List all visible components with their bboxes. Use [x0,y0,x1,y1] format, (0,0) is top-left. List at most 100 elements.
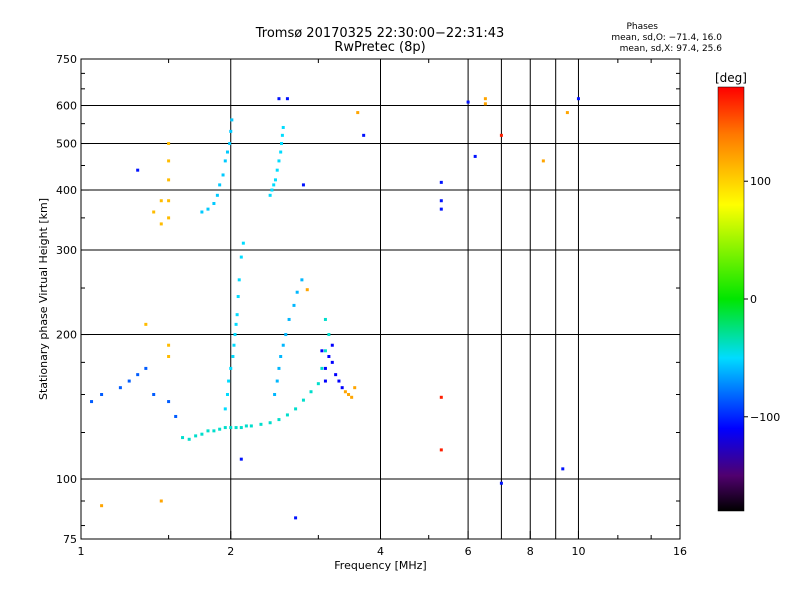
data-point [268,193,272,197]
data-point [212,201,216,205]
data-point [565,111,569,115]
data-point [327,354,331,358]
data-point [499,133,503,137]
data-point [174,414,178,418]
data-point [362,133,366,137]
y-tick-label: 200 [56,329,77,342]
data-point [439,395,443,399]
data-point [272,183,276,187]
data-point [223,407,227,411]
data-point [259,422,263,426]
data-point [347,393,351,397]
data-point [167,354,171,358]
data-point [541,159,545,163]
data-point [239,255,243,259]
data-point [350,395,354,399]
data-point [239,426,243,430]
data-point [320,349,324,353]
data-point [323,379,327,383]
data-point [229,426,233,430]
data-point [90,400,94,404]
data-point [236,295,240,299]
data-point [294,516,298,520]
data-point [301,398,305,402]
data-point [576,97,580,101]
data-point [340,386,344,390]
data-point [218,183,222,187]
y-axis-label: Stationary phase Virtual Height [km] [37,198,50,400]
data-point [439,207,443,211]
data-point [285,413,289,417]
data-point [233,333,237,337]
data-point [159,499,163,503]
data-point [281,343,285,347]
y-tick-label: 75 [63,533,77,546]
data-point [277,366,281,370]
data-point [483,97,487,101]
phases-mean-x: mean, sd,X: 97.4, 25.6 [619,44,722,54]
data-point [280,133,284,137]
data-point [229,366,233,370]
data-point [439,199,443,203]
data-point [136,168,140,172]
x-axis-label: Frequency [MHz] [334,559,426,572]
x-tick-label: 2 [227,545,234,558]
data-point [234,322,238,326]
colorbar-tick-label: 100 [750,175,771,188]
data-point [100,393,104,397]
data-point [279,354,283,358]
data-point [323,317,327,321]
data-point [327,333,331,337]
phases-mean-o: mean, sd,O: −71.4, 16.0 [611,33,722,43]
data-point [239,457,243,461]
data-point [241,241,245,245]
data-point [235,313,239,317]
data-point [277,418,281,422]
data-point [285,97,289,101]
data-point [499,481,503,485]
data-point [483,102,487,106]
data-point [356,111,360,115]
x-tick-label: 6 [465,545,472,558]
data-point [353,386,357,390]
data-point [136,373,140,377]
y-tick-label: 750 [56,53,77,66]
data-point [337,379,341,383]
data-point [167,159,171,163]
data-point [320,366,324,370]
data-point [228,142,232,146]
colorbar [717,86,745,512]
data-point [234,426,238,430]
data-point [200,432,204,436]
y-tick-label: 300 [56,244,77,257]
data-point [244,424,248,428]
data-point [439,180,443,184]
data-point [167,343,171,347]
data-point [225,393,229,397]
data-point [181,436,185,440]
data-point [167,142,171,146]
data-point [280,142,284,146]
data-point [273,178,277,182]
data-point [343,390,347,394]
data-point [473,154,477,158]
data-point [305,288,309,292]
data-point [300,278,304,282]
chart-title: Tromsø 20170325 22:30:00−22:31:43 [255,26,505,41]
x-tick-label: 16 [673,545,687,558]
data-point [284,333,288,337]
data-point [167,216,171,220]
colorbar-tick-label: −100 [750,411,780,424]
x-tick-label: 10 [571,545,585,558]
data-point [100,504,104,508]
data-point [221,173,225,177]
data-point [167,400,171,404]
data-point [230,118,234,122]
data-point [277,97,281,101]
data-point [194,434,198,438]
data-point [275,379,279,383]
data-point [439,448,443,452]
data-point [159,199,163,203]
data-point [212,429,216,433]
